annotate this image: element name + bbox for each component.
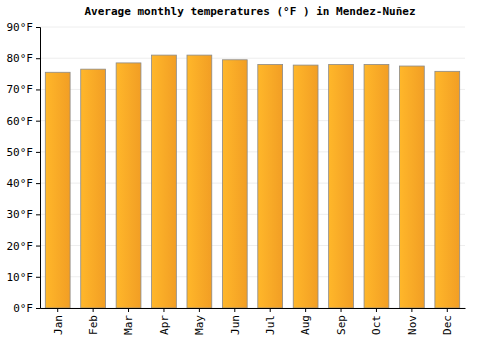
y-tick: 90°F [7,21,41,34]
y-tick-mark [36,308,40,309]
x-tick: Feb [87,308,100,335]
x-tick-label: Jan [52,315,65,335]
y-tick-mark [36,58,40,59]
y-tick: 30°F [7,208,41,221]
bar [222,60,247,308]
y-tick-mark [36,152,40,153]
bar [399,66,424,308]
bar [364,64,389,308]
x-tick-mark [341,308,342,312]
x-tick-mark [305,308,306,312]
bar [116,63,141,308]
x-tick: Mar [122,308,135,335]
x-tick-mark [199,308,200,312]
y-tick-mark [36,246,40,247]
x-tick-label: Mar [122,315,135,335]
x-tick-mark [447,308,448,312]
bar [187,55,212,308]
x-tick: Aug [299,308,312,335]
y-axis-line [36,28,41,309]
y-tick-label: 70°F [7,83,34,96]
x-tick: Dec [441,308,454,335]
y-tick-label: 30°F [7,208,34,221]
x-tick-mark [57,308,58,312]
bar [45,72,70,308]
bar [293,65,318,308]
x-tick: Nov [406,308,419,335]
y-tick-mark [36,214,40,215]
x-axis-line [41,308,466,309]
bar [81,69,106,308]
y-tick: 0°F [13,302,40,315]
y-tick-mark [36,183,40,184]
grid-line [40,58,465,59]
y-tick-label: 0°F [13,302,33,315]
y-tick-label: 90°F [7,21,34,34]
y-tick: 40°F [7,177,41,190]
x-tick-label: May [193,315,206,335]
y-tick-label: 40°F [7,177,34,190]
x-tick: Jul [264,308,277,335]
x-tick-label: Sep [335,315,348,335]
x-tick: Oct [370,308,383,335]
x-tick: Jan [52,308,65,335]
y-tick-mark [36,121,40,122]
y-tick-label: 60°F [7,115,34,128]
x-tick-label: Jul [264,315,277,335]
y-tick-mark [36,89,40,90]
y-tick: 20°F [7,240,41,253]
y-tick-label: 20°F [7,240,34,253]
bar [435,71,460,308]
y-tick: 70°F [7,83,41,96]
x-tick-mark [411,308,412,312]
x-tick-label: Apr [158,315,171,335]
x-tick-label: Nov [406,315,419,335]
y-tick-label: 50°F [7,146,34,159]
plot-area: 0°F 10°F 20°F 30°F 40°F 50°F 60°F 70°F 80°F 90°F J… [7,21,466,335]
x-tick-label: Dec [441,315,454,335]
x-tick-mark [93,308,94,312]
x-tick: Jun [229,308,242,335]
chart: Average monthly temperatures (°F ) in Me… [0,0,500,350]
x-tick-mark [128,308,129,312]
x-tick-mark [234,308,235,312]
x-tick-mark [376,308,377,312]
y-tick-mark [36,277,40,278]
bar [258,64,283,308]
bar [329,64,354,308]
x-tick-mark [163,308,164,312]
x-tick: Sep [335,308,348,335]
x-tick-label: Aug [299,315,312,335]
x-tick: May [193,308,206,335]
bar [152,55,177,308]
x-tick: Apr [158,308,171,335]
x-axis: Jan Feb Mar Apr May Jun Jul Aug Sep Oct Nov Dec [41,308,466,335]
grid [40,27,465,308]
y-tick-label: 80°F [7,52,34,65]
x-tick-mark [270,308,271,312]
bars [45,55,459,308]
y-tick: 10°F [7,271,41,284]
x-tick-label: Jun [229,315,242,335]
y-tick: 80°F [7,52,41,65]
y-axis: 0°F 10°F 20°F 30°F 40°F 50°F 60°F 70°F 80°F 90°F [7,21,41,315]
y-tick-mark [36,27,40,28]
y-tick: 50°F [7,146,41,159]
x-tick-label: Oct [370,315,383,335]
chart-title: Average monthly temperatures (°F ) in Me… [84,5,415,18]
grid-line [40,27,465,28]
y-tick-label: 10°F [7,271,34,284]
y-tick: 60°F [7,115,41,128]
x-tick-label: Feb [87,315,100,335]
